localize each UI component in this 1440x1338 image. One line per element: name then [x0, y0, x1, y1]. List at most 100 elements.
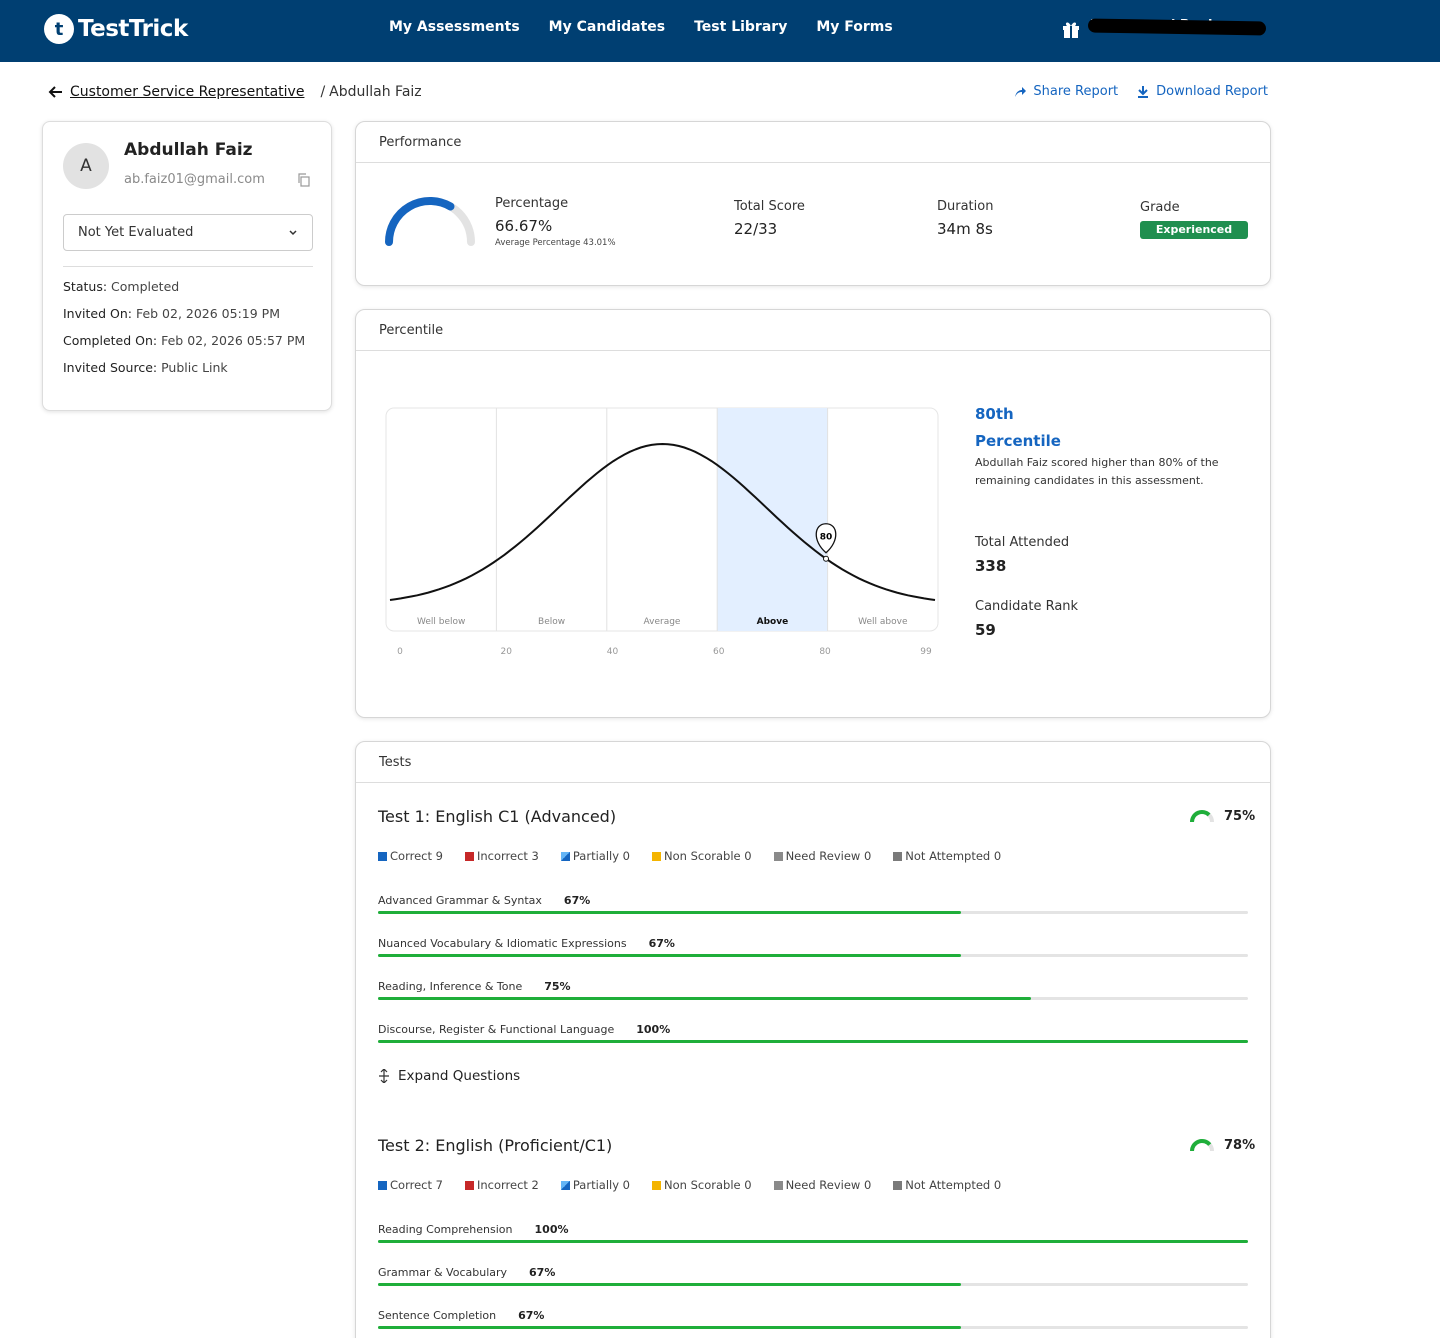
total-score-stat: Total Score 22/33 [734, 199, 805, 238]
skill-progress-track [378, 1326, 1248, 1329]
legend-label: Correct 7 [390, 1178, 443, 1192]
legend-label: Correct 9 [390, 849, 443, 863]
skill-row: Grammar & Vocabulary 67% [378, 1265, 1248, 1286]
meta-value: Feb 02, 2026 05:57 PM [161, 333, 306, 348]
nav-test-library[interactable]: Test Library [694, 19, 788, 35]
percentile-rank-word: Percentile [975, 432, 1061, 450]
legend-swatch [560, 1180, 570, 1190]
gauge-fill [385, 197, 455, 246]
skill-progress-track [378, 911, 1248, 914]
percentile-rank-value: 80th [975, 405, 1014, 423]
legend-swatch [893, 851, 903, 861]
legend-swatch [773, 1180, 783, 1190]
legend-swatch [652, 1180, 661, 1190]
legend-swatch [464, 1180, 474, 1190]
breadcrumb-current: Abdullah Faiz [329, 84, 422, 100]
tests-heading: Tests [356, 742, 1270, 783]
gift-icon[interactable] [1061, 19, 1081, 39]
skill-name: Reading Comprehension [378, 1222, 513, 1236]
nav-my-forms[interactable]: My Forms [816, 19, 893, 35]
expand-icon [379, 1069, 389, 1083]
performance-panel: Performance [355, 121, 1271, 286]
legend-not-attempted: Not Attempted 0 [893, 1178, 1001, 1192]
performance-heading: Performance [356, 122, 1270, 163]
download-report-label: Download Report [1156, 84, 1268, 99]
test-2-score-value: 78% [1224, 1137, 1256, 1153]
download-report-button[interactable]: Download Report [1136, 84, 1268, 99]
skill-percent: 67% [648, 936, 675, 950]
duration-label: Duration [937, 199, 994, 214]
legend-swatch [378, 851, 387, 861]
download-icon [1138, 85, 1149, 98]
skill-progress-fill [378, 1283, 961, 1286]
skill-percent: 67% [518, 1308, 545, 1322]
meta-value: Public Link [161, 360, 228, 375]
legend-correct: Correct 7 [378, 1178, 443, 1192]
total-attended-stat: Total Attended 338 [975, 535, 1069, 575]
candidate-email: ab.faiz01@gmail.com [124, 172, 265, 187]
average-percentage-note: Average Percentage 43.01% [495, 238, 616, 248]
skill-progress-fill [378, 911, 961, 914]
legend-swatch [652, 851, 661, 861]
evaluation-status-select[interactable]: Not Yet Evaluated [63, 214, 313, 251]
skill-name: Advanced Grammar & Syntax [378, 893, 542, 907]
nav-my-candidates[interactable]: My Candidates [548, 19, 666, 35]
nav-my-assessments[interactable]: My Assessments [389, 19, 520, 35]
legend-label: Partially 0 [572, 849, 630, 863]
chevron-down-icon [289, 229, 297, 235]
legend-swatch [560, 851, 570, 861]
band-label: Above [757, 617, 789, 627]
candidate-rank-label: Candidate Rank [975, 599, 1079, 614]
band-highlight [717, 408, 828, 631]
status-row: Status: Completed [63, 279, 305, 306]
legend-label: Non Scorable 0 [664, 1178, 752, 1192]
expand-questions-button[interactable]: Expand Questions [378, 1068, 520, 1084]
band-label: Average [644, 617, 681, 627]
score-gauge-icon [1190, 1139, 1214, 1152]
test-1-score-value: 75% [1224, 808, 1256, 824]
share-report-button[interactable]: Share Report [1013, 84, 1118, 99]
evaluation-status-value: Not Yet Evaluated [78, 225, 194, 240]
meta-key: Invited On: [63, 306, 132, 321]
skill-name: Nuanced Vocabulary & Idiomatic Expressio… [378, 936, 627, 950]
skill-progress-fill [378, 997, 1031, 1000]
legend-need-review: Need Review 0 [773, 1178, 871, 1192]
skill-row: Discourse, Register & Functional Languag… [378, 1022, 1248, 1043]
back-arrow-icon[interactable] [48, 84, 64, 100]
skill-percent: 100% [534, 1222, 569, 1236]
total-score-value: 22/33 [734, 220, 778, 238]
mini-gauge-fill [1190, 1139, 1212, 1152]
gauge-track [385, 197, 475, 246]
legend-incorrect: Incorrect 2 [464, 1178, 539, 1192]
legend-swatch [378, 1180, 387, 1190]
candidate-rank-stat: Candidate Rank 59 [975, 599, 1078, 639]
brand-logo[interactable]: t TestTrick [44, 14, 188, 44]
grade-label: Grade [1140, 200, 1180, 215]
distribution-curve [389, 442, 936, 601]
legend-swatch [893, 1180, 903, 1190]
test-1-score: 75% [1188, 807, 1255, 825]
legend-label: Incorrect 3 [476, 849, 539, 863]
skill-percent: 67% [529, 1265, 556, 1279]
skill-row: Reading Comprehension 100% [378, 1222, 1248, 1243]
tests-panel: Tests [355, 741, 1271, 1338]
share-icon [1015, 86, 1027, 97]
candidate-name: Abdullah Faiz [124, 140, 253, 160]
percentile-chart: 80 Well below Below Average Above Well above… [385, 407, 939, 657]
copy-icon[interactable] [297, 173, 311, 187]
breadcrumb-separator: / [320, 84, 326, 100]
meta-value: Feb 02, 2026 05:19 PM [135, 306, 280, 321]
test-2-score: 78% [1188, 1136, 1255, 1154]
legend-label: Non Scorable 0 [664, 849, 752, 863]
legend-correct: Correct 9 [378, 849, 443, 863]
breadcrumb-assessment-link[interactable]: Customer Service Representative [70, 84, 305, 100]
candidate-card: A Abdullah Faiz ab.faiz01@gmail.com Not … [42, 121, 332, 411]
legend-partially: Partially 0 [560, 1178, 630, 1192]
x-tick-label: 80 [819, 647, 831, 657]
skill-row: Sentence Completion 67% [378, 1308, 1248, 1329]
test-1-title: Test 1: English C1 (Advanced) [378, 807, 617, 826]
skill-progress-fill [378, 1040, 1248, 1043]
legend-label: Not Attempted 0 [905, 1178, 1002, 1192]
skill-percent: 67% [563, 893, 591, 907]
skill-progress-track [378, 954, 1248, 957]
